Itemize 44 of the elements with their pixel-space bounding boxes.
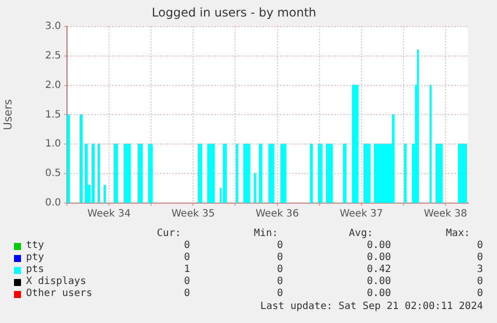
text: Last update: Sat Sep 21 02:00:11 2024 — [260, 301, 483, 313]
text: 0 — [276, 264, 283, 276]
text: 0.00 — [366, 252, 391, 264]
text: Min: — [254, 228, 278, 240]
y-axis-title: Users — [1, 99, 14, 130]
x-tick-label: Week 38 — [424, 208, 468, 220]
y-tick-label: 0.0 — [45, 198, 61, 209]
y-tick-label: 2.5 — [45, 50, 61, 62]
legend-label: Other users — [26, 288, 92, 300]
x-tick-label: Week 35 — [172, 208, 215, 220]
text: 0 — [476, 288, 483, 300]
y-tick-label: 1.5 — [45, 109, 61, 120]
text: 0 — [184, 288, 190, 300]
text: 0.00 — [366, 288, 391, 300]
text: 0 — [276, 276, 283, 288]
text: 0 — [184, 252, 190, 264]
legend-label: X displays — [26, 276, 86, 288]
x-tick-label: Week 37 — [340, 208, 384, 220]
legend-label: pty — [26, 252, 44, 264]
text: 0 — [476, 276, 483, 288]
text: 3 — [476, 264, 483, 276]
legend-label: tty — [26, 240, 44, 252]
text: 0 — [276, 240, 283, 252]
text: 0.00 — [366, 240, 391, 252]
text: Avg: — [348, 228, 373, 240]
text: Cur: — [156, 228, 181, 240]
text: 0 — [476, 252, 483, 264]
text: 0 — [184, 240, 190, 252]
x-tick-label: Week 34 — [87, 208, 131, 220]
y-tick-label: 1.0 — [45, 138, 61, 150]
y-tick-label: 0.5 — [45, 168, 61, 180]
y-tick-label: 3.0 — [45, 20, 61, 32]
text: 0.00 — [366, 276, 391, 288]
text: Max: — [446, 228, 470, 240]
y-tick-label: 2.0 — [45, 80, 61, 91]
legend-label: pts — [26, 264, 44, 276]
x-tick-label: Week 36 — [256, 208, 299, 220]
text: 0 — [476, 240, 483, 252]
chart-title: Logged in users - by month — [152, 5, 316, 20]
text: 0 — [276, 288, 283, 300]
text: 0.42 — [366, 264, 391, 276]
text: 1 — [184, 264, 190, 276]
text: 0 — [276, 252, 283, 264]
text: 0 — [184, 276, 190, 288]
